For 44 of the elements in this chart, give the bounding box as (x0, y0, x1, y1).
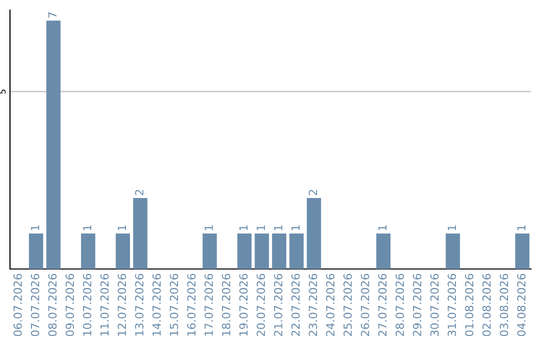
x-tick-label: 10.07.2026 (82, 274, 92, 336)
x-tick-label: 17.07.2026 (204, 274, 213, 336)
data-label: 2 (308, 190, 317, 196)
x-tick-label: 22.07.2026 (291, 274, 300, 336)
x-tick-label: 02.08.2026 (482, 274, 491, 336)
data-label: 2 (135, 190, 144, 196)
data-label: 1 (118, 225, 126, 230)
x-tick-label: 08.07.2026 (48, 274, 57, 336)
x-tick-label: 28.07.2026 (396, 274, 404, 336)
data-label: 1 (31, 225, 40, 230)
data-label: 1 (274, 225, 282, 230)
data-label: 1 (83, 225, 92, 230)
x-tick-label: 18.07.2026 (222, 274, 230, 336)
x-tick-label: 29.07.2026 (412, 274, 422, 336)
x-tick-label: 13.07.2026 (135, 274, 144, 336)
x-tick-label: 07.07.2026 (30, 274, 40, 336)
x-tick-label: 16.07.2026 (187, 274, 196, 336)
x-tick-label: 14.07.2026 (152, 274, 161, 336)
x-tick-label: 24.07.2026 (326, 274, 335, 336)
x-tick-label: 31.07.2026 (448, 274, 456, 336)
x-tick-label: 15.07.2026 (170, 274, 178, 336)
x-tick-label: 27.07.2026 (378, 274, 387, 336)
x-tick-label: 30.07.2026 (430, 274, 439, 336)
x-tick-label: 26.07.2026 (360, 274, 370, 336)
data-label: 1 (256, 225, 265, 230)
x-tick-label: 09.07.2026 (66, 274, 74, 336)
x-tick-label: 04.08.2026 (517, 274, 526, 336)
data-label: 1 (292, 225, 300, 230)
x-tick-label: 20.07.2026 (256, 274, 266, 336)
data-label: 1 (239, 225, 248, 230)
x-tick-label: 19.07.2026 (239, 274, 248, 336)
x-tick-label: 21.07.2026 (274, 274, 282, 336)
data-label: 1 (378, 225, 386, 230)
x-tick-label: 23.07.2026 (308, 274, 318, 336)
x-tick-label: 11.07.2026 (100, 274, 109, 336)
x-tick-label: 12.07.2026 (118, 274, 126, 336)
x-tick-label: 03.08.2026 (500, 274, 508, 336)
data-label: 1 (517, 225, 526, 230)
x-tick-label: 25.07.2026 (343, 274, 352, 336)
data-label: 1 (204, 225, 213, 230)
data-label: 1 (448, 225, 456, 230)
data-label: 7 (48, 12, 56, 18)
x-tick-label: 01.08.2026 (465, 274, 474, 336)
x-tick-label: 06.07.2026 (14, 274, 22, 336)
